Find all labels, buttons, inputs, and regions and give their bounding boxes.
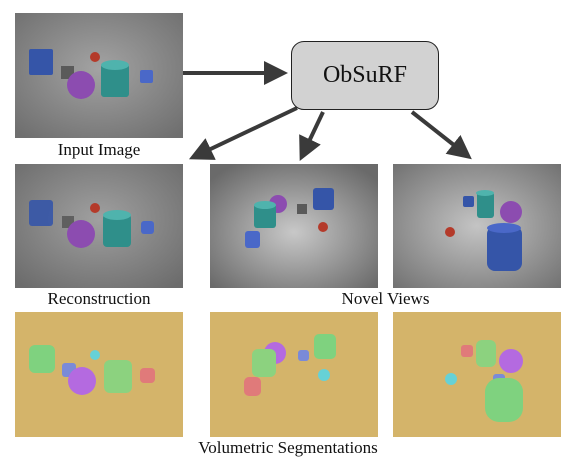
novel-view-2: [393, 164, 561, 288]
obsurf-model-box: ObSuRF: [291, 41, 439, 110]
arrow-model-to-view1: [299, 111, 325, 162]
segmentation-view-1: [210, 312, 378, 437]
arrow-model-to-view2: [410, 110, 472, 160]
reconstruction-label: Reconstruction: [47, 289, 151, 308]
novel-view-1: [210, 164, 378, 288]
model-name: ObSuRF: [322, 62, 408, 88]
novel-views-label: Novel Views: [341, 289, 430, 308]
segmentation-view-2: [393, 312, 561, 437]
segmentation-reconstruction: [15, 312, 183, 437]
input-image-label: Input Image: [57, 140, 141, 159]
reconstruction-image: [15, 164, 183, 288]
segmentations-label: Volumetric Segmentations: [198, 438, 378, 457]
arrow-model-to-reconstruction: [188, 106, 298, 160]
input-image: [15, 13, 183, 138]
